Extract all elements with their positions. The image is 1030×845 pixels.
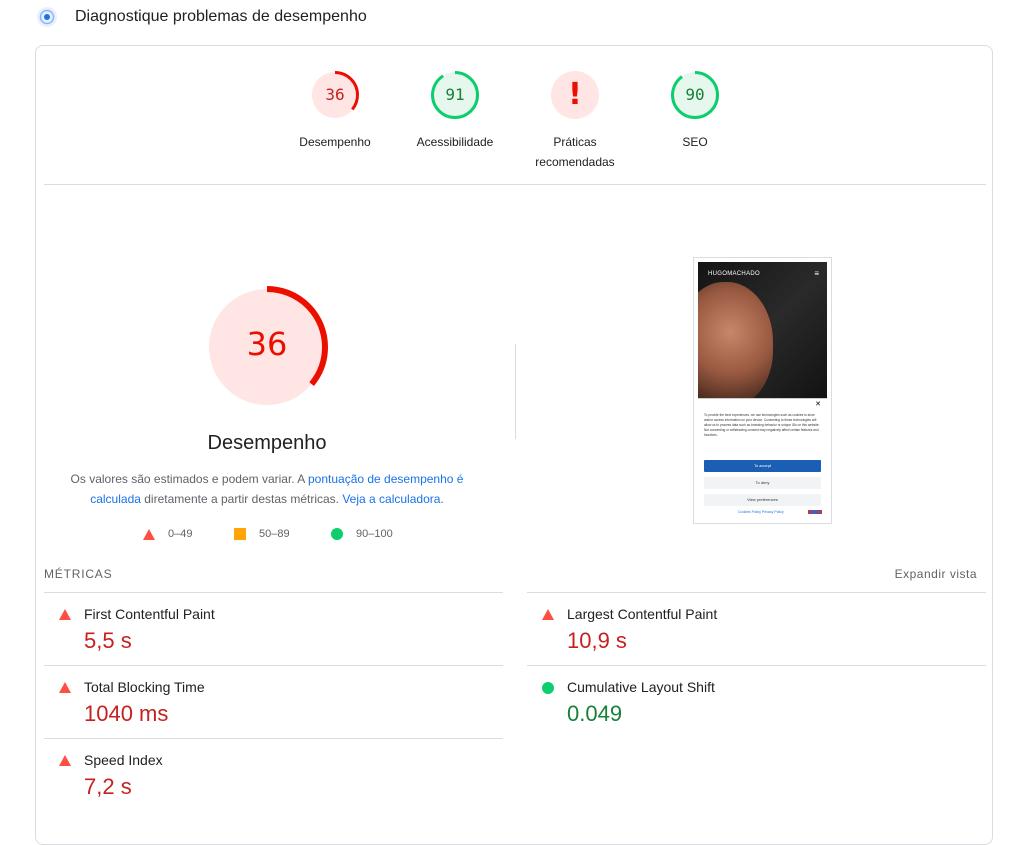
- performance-score: 36: [246, 325, 288, 363]
- metric-tbt: Total Blocking Time 1040 ms: [44, 665, 503, 739]
- page-screenshot-thumbnail[interactable]: HUGOMACHADO ≡ ✕ To provide the best expe…: [693, 257, 832, 524]
- fail-triangle-icon: [59, 609, 71, 620]
- triangle-icon: [143, 528, 155, 540]
- hero-photo: HUGOMACHADO ≡: [698, 262, 827, 404]
- cookie-text: To provide the best experiences, we use …: [704, 413, 820, 437]
- cookie-footer-links: Cookies Policy Privacy Policy: [738, 510, 784, 514]
- legend-fail-label: 0–49: [168, 528, 193, 540]
- gauge-seo-score: 90: [685, 85, 705, 104]
- performance-label: Desempenho: [207, 432, 327, 454]
- fail-triangle-icon: [542, 609, 554, 620]
- gauge-performance[interactable]: 36 Desempenho: [275, 70, 395, 152]
- divider: [44, 184, 986, 185]
- metric-speed-index: Speed Index 7,2 s: [44, 738, 503, 812]
- metric-label: Largest Contentful Paint: [567, 606, 718, 622]
- vertical-divider: [515, 344, 516, 439]
- legend-fail: 0–49: [143, 528, 192, 540]
- fail-triangle-icon: [59, 755, 71, 766]
- performance-gauge: [205, 285, 329, 409]
- section-title: Diagnostique problemas de desempenho: [75, 8, 367, 25]
- cookie-consent-modal: ✕ To provide the best experiences, we us…: [698, 398, 827, 520]
- metric-value: 7,2 s: [84, 774, 132, 799]
- performance-lighthouse-icon: [36, 6, 58, 28]
- gauge-accessibility-score: 91: [445, 85, 465, 104]
- gauge-performance-label: Desempenho: [299, 135, 371, 149]
- circle-icon: [331, 528, 343, 540]
- legend-pass-label: 90–100: [356, 528, 393, 540]
- score-calculation-link[interactable]: pontuação de desempenho é calculada: [90, 472, 464, 506]
- legend-average-label: 50–89: [259, 528, 290, 540]
- pass-circle-icon: [542, 682, 554, 694]
- hamburger-icon: ≡: [814, 269, 819, 278]
- calculator-link[interactable]: Veja a calculadora: [342, 492, 441, 506]
- performance-description: Os valores são estimados e podem variar.…: [70, 472, 464, 506]
- metric-fcp: First Contentful Paint 5,5 s: [44, 592, 503, 666]
- metric-value: 5,5 s: [84, 628, 132, 653]
- fail-triangle-icon: [59, 682, 71, 693]
- gauge-seo-label: SEO: [682, 135, 708, 149]
- preferences-button: View preferences: [704, 494, 821, 506]
- metrics-title: MÉTRICAS: [44, 567, 113, 581]
- metric-value: 0.049: [567, 701, 623, 726]
- square-icon: [234, 528, 246, 540]
- gauge-accessibility-label: Acessibilidade: [416, 135, 494, 149]
- gauge-seo[interactable]: 90 SEO: [635, 70, 755, 152]
- metric-label: Total Blocking Time: [84, 679, 205, 695]
- gauge-accessibility[interactable]: 91 Acessibilidade: [395, 70, 515, 152]
- metric-cls: Cumulative Layout Shift 0.049: [527, 665, 986, 739]
- gauge-performance-score: 36: [325, 85, 345, 104]
- language-flags: [808, 510, 822, 514]
- site-brand: HUGOMACHADO: [708, 271, 760, 277]
- deny-button: To deny: [704, 477, 821, 489]
- gauge-best-practices-label: Práticas recomendadas: [535, 135, 615, 169]
- legend-pass: 90–100: [331, 528, 393, 540]
- report-card: 36 Desempenho 91 Acessibilidade ! Prátic…: [35, 45, 993, 845]
- metric-lcp: Largest Contentful Paint 10,9 s: [527, 592, 986, 666]
- gauge-best-practices[interactable]: ! Práticas recomendadas: [515, 70, 635, 172]
- metric-label: Speed Index: [84, 752, 163, 768]
- close-icon: ✕: [815, 401, 821, 408]
- metric-value: 1040 ms: [84, 701, 169, 726]
- metric-label: Cumulative Layout Shift: [567, 679, 715, 695]
- accept-button: To accept: [704, 460, 821, 472]
- metric-value: 10,9 s: [567, 628, 627, 653]
- error-icon: !: [568, 77, 582, 112]
- legend-average: 50–89: [234, 528, 290, 540]
- expand-view-button[interactable]: Expandir vista: [894, 567, 977, 581]
- section-header: Diagnostique problemas de desempenho: [36, 6, 367, 28]
- metric-label: First Contentful Paint: [84, 606, 215, 622]
